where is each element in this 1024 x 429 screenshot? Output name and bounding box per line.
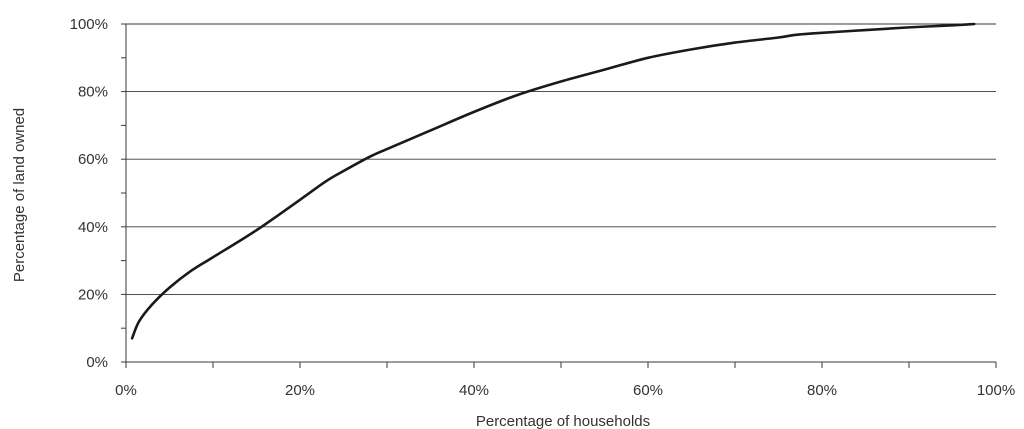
y-tick-label: 40% bbox=[78, 219, 108, 236]
grid-lines bbox=[126, 23, 996, 295]
x-tick-label: 60% bbox=[633, 382, 663, 399]
y-tick-label: 20% bbox=[78, 286, 108, 303]
data-series bbox=[130, 22, 976, 340]
y-tick-label: 100% bbox=[70, 16, 108, 33]
x-tick-label: 0% bbox=[115, 382, 137, 399]
y-axis-title: Percentage of land owned bbox=[11, 108, 28, 282]
y-axis-ticks: 0% 20% 40% 60% 80% 100% bbox=[70, 16, 126, 371]
x-axis-title: Percentage of households bbox=[476, 413, 650, 429]
axes bbox=[125, 24, 996, 363]
x-tick-label: 100% bbox=[977, 382, 1015, 399]
y-tick-label: 60% bbox=[78, 151, 108, 168]
x-axis-ticks: 0% 20% 40% 60% 80% 100% bbox=[115, 362, 1015, 399]
y-tick-label: 80% bbox=[78, 84, 108, 101]
series-line bbox=[130, 22, 976, 340]
x-tick-label: 80% bbox=[807, 382, 837, 399]
x-tick-label: 20% bbox=[285, 382, 315, 399]
y-tick-label: 0% bbox=[86, 354, 108, 371]
x-tick-label: 40% bbox=[459, 382, 489, 399]
